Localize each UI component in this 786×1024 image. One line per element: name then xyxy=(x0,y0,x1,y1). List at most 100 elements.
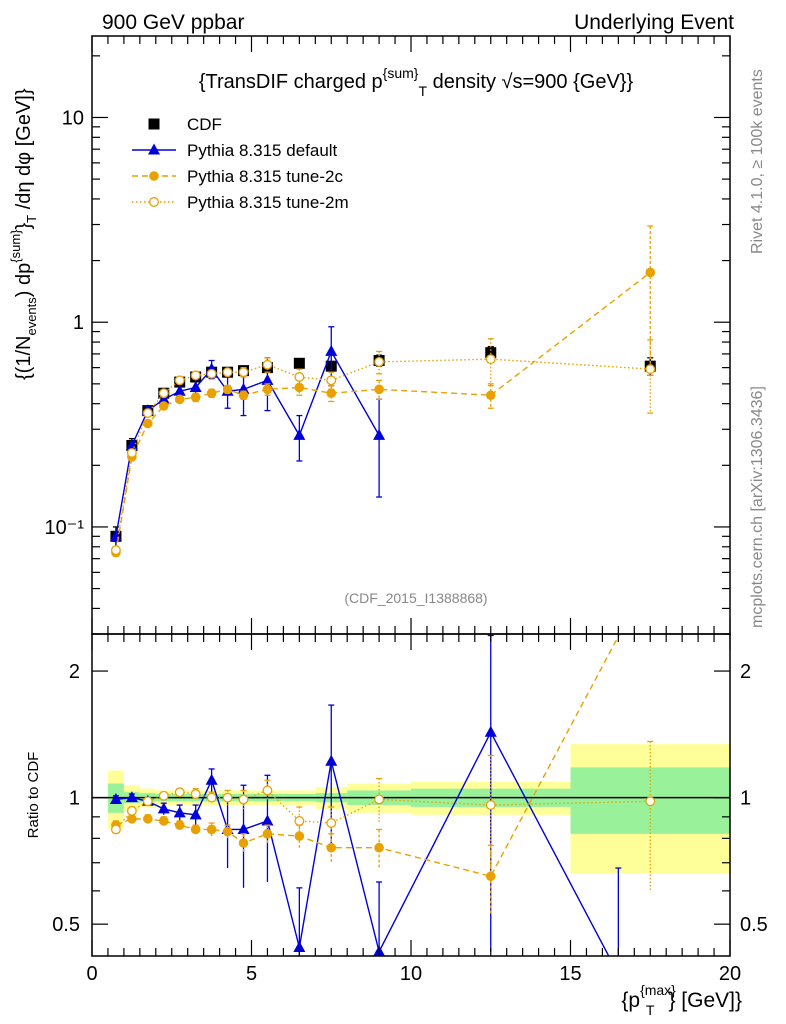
data-point xyxy=(222,384,233,395)
xlabel-pre: {p xyxy=(621,989,640,1012)
series-line xyxy=(115,271,651,553)
data-point xyxy=(293,428,306,440)
data-point xyxy=(374,384,384,395)
xtick-label: 0 xyxy=(86,963,97,985)
legend-label: CDF xyxy=(187,115,222,134)
ratio-point xyxy=(206,824,217,835)
ratio-point xyxy=(142,796,153,807)
data-point xyxy=(261,373,274,385)
ratio-point xyxy=(262,785,273,796)
data-point xyxy=(326,388,337,399)
ratio-ytick-label-left: 1 xyxy=(69,788,80,810)
xlabel-post: } [GeV]} xyxy=(668,989,742,1012)
ratio-ticks: 0.5 0.51 12 20 5 10 15 20 xyxy=(52,634,768,985)
ratio-point xyxy=(484,725,497,737)
ratio-point xyxy=(485,871,496,882)
ratio-point xyxy=(127,814,137,824)
ratio-point xyxy=(237,822,250,834)
data-point xyxy=(485,390,496,401)
ratio-panel: 0.5 0.51 12 20 5 10 15 20 xyxy=(52,602,768,985)
xtick-label: 5 xyxy=(246,963,257,985)
header-left: 900 GeV ppbar xyxy=(102,11,244,34)
xtick-label: 15 xyxy=(559,963,581,985)
ratio-point xyxy=(190,824,201,835)
data-point xyxy=(294,372,305,382)
data-point xyxy=(110,545,121,556)
data-point xyxy=(485,354,496,365)
title-sup: {sum} xyxy=(383,65,419,81)
main-ylabel: {(1/Nevents) dp{sum}}T /dη dφ [GeV]} xyxy=(8,88,39,380)
ratio-point xyxy=(158,790,169,801)
data-point xyxy=(262,384,273,395)
ratio-uncertainty-bands xyxy=(107,744,730,874)
ylabel-sub-t: T xyxy=(24,215,39,223)
ratio-point xyxy=(173,806,186,818)
data-point xyxy=(325,344,338,356)
main-series xyxy=(109,225,656,558)
legend-marker xyxy=(148,118,160,130)
ratio-point xyxy=(125,791,138,803)
data-point xyxy=(190,392,201,403)
ratio-ytick-label-right: 2 xyxy=(740,661,751,683)
data-point xyxy=(143,418,153,429)
ratio-point xyxy=(205,773,218,785)
ratio-point xyxy=(222,826,233,837)
ratio-point xyxy=(109,792,122,804)
ratio-series xyxy=(109,602,656,979)
data-point xyxy=(645,267,656,278)
ylabel-part-d: /dη dφ [GeV]} xyxy=(13,88,35,215)
legend-marker xyxy=(149,197,159,207)
rivet-label: Rivet 4.1.0, ≥ 100k events xyxy=(749,69,766,254)
main-ytick-label: 10⁻¹ xyxy=(45,517,85,539)
ratio-point xyxy=(190,789,201,799)
xtick-label: 20 xyxy=(719,963,741,985)
ratio-point xyxy=(262,829,273,839)
series-3 xyxy=(110,338,656,556)
ratio-point xyxy=(238,794,249,805)
legend-label: Pythia 8.315 tune-2m xyxy=(187,193,349,212)
ratio-series-line xyxy=(115,730,610,956)
title-sub: T xyxy=(418,83,427,99)
title-post: density √s=900 {GeV}} xyxy=(427,71,633,93)
ratio-point xyxy=(325,754,338,766)
ratio-point xyxy=(374,842,384,853)
data-point xyxy=(157,392,170,404)
data-point xyxy=(374,356,385,367)
ratio-ylabel: Ratio to CDF xyxy=(25,752,42,839)
legend-label: Pythia 8.315 default xyxy=(187,141,338,160)
legend-label: Pythia 8.315 tune-2c xyxy=(187,167,343,186)
ylabel-part-a: {(1/N xyxy=(13,336,35,380)
data-point xyxy=(174,394,185,405)
data-point xyxy=(206,388,217,399)
chart-title: {TransDIF charged p{sum} T density √s=900… xyxy=(199,65,634,99)
ratio-point xyxy=(630,602,640,612)
data-point xyxy=(373,428,386,440)
ratio-point xyxy=(261,814,274,826)
data-point xyxy=(174,375,185,386)
ratio-point xyxy=(110,824,121,835)
ratio-ytick-label-left: 2 xyxy=(69,661,80,683)
series-line xyxy=(115,349,380,537)
ratio-point xyxy=(222,792,233,803)
data-point xyxy=(238,390,249,401)
data-point xyxy=(173,384,186,396)
ratio-point xyxy=(143,814,153,824)
data-point xyxy=(293,357,305,369)
main-ticks: 10⁻¹ 1 10 xyxy=(45,36,731,635)
ratio-point xyxy=(294,815,305,826)
data-point xyxy=(206,368,217,379)
ratio-point xyxy=(158,816,169,826)
ratio-series-line xyxy=(115,634,621,878)
ratio-point xyxy=(612,968,624,979)
data-point xyxy=(326,375,337,386)
xlabel-sub: T xyxy=(646,1002,655,1018)
data-point xyxy=(189,380,202,392)
ratio-point xyxy=(374,794,385,805)
ratio-ytick-label-right: 1 xyxy=(740,788,751,810)
data-point xyxy=(158,388,169,399)
ratio-point xyxy=(238,838,249,848)
legend-marker xyxy=(149,171,159,181)
data-point xyxy=(485,347,497,359)
ratio-point xyxy=(326,818,337,828)
